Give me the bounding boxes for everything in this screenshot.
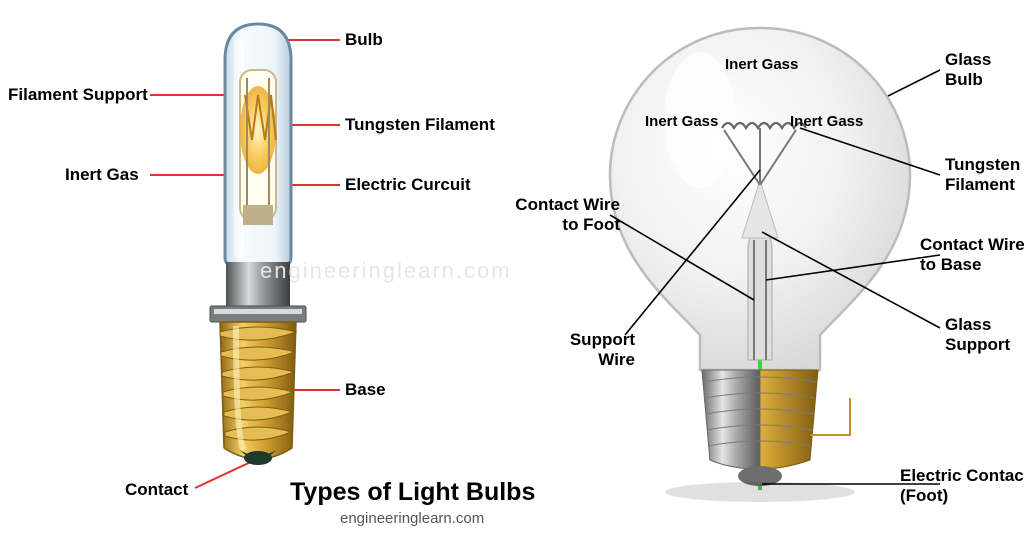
- label-filament-support: Filament Support: [8, 85, 148, 105]
- label-contact-wire-base: Contact Wire to Base: [920, 235, 1024, 275]
- page-subtitle: engineeringlearn.com: [340, 510, 484, 527]
- label-contact-wire-foot: Contact Wire to Foot: [510, 195, 620, 235]
- inner-inert-left: Inert Gass: [645, 113, 718, 130]
- label-base: Base: [345, 380, 386, 400]
- label-tungsten-filament-right: Tungsten Filament: [945, 155, 1024, 195]
- inner-inert-right: Inert Gass: [790, 113, 863, 130]
- label-contact: Contact: [125, 480, 188, 500]
- label-inert-gas-left: Inert Gas: [65, 165, 139, 185]
- diagram-area: Bulb Filament Support Tungsten Filament …: [0, 0, 1024, 539]
- label-electric-circuit: Electric Curcuit: [345, 175, 471, 195]
- label-tungsten-filament-left: Tungsten Filament: [345, 115, 495, 135]
- left-bulb-svg: [0, 0, 520, 520]
- inner-inert-top: Inert Gass: [725, 56, 798, 73]
- label-glass-bulb: Glass Bulb: [945, 50, 1015, 90]
- label-glass-support: Glass Support: [945, 315, 1024, 355]
- page-title: Types of Light Bulbs: [290, 478, 535, 507]
- label-electric-contact: Electric Contact (Foot): [900, 466, 1024, 506]
- label-support-wire: Support Wire: [560, 330, 635, 370]
- label-bulb: Bulb: [345, 30, 383, 50]
